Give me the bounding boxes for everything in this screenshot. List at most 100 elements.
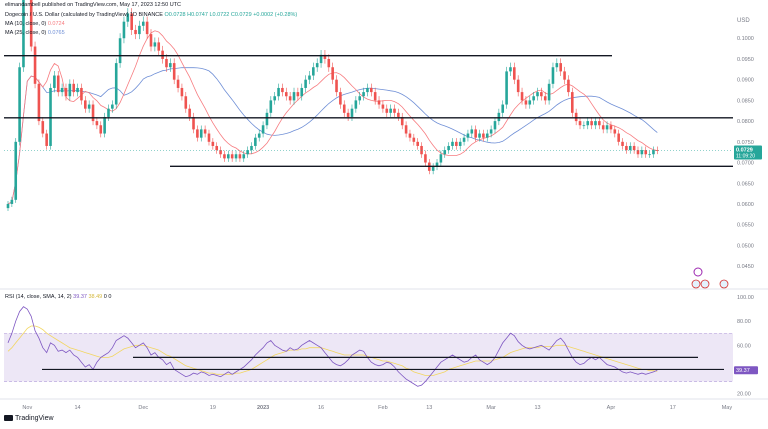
flag-icon-1[interactable] [691,279,701,289]
candle [107,104,110,121]
candle [118,33,122,68]
candle-body [578,121,582,126]
candle-body [80,87,83,101]
candle [567,75,570,97]
candle [234,150,238,162]
candle [509,62,512,76]
rsi-sma-path [7,325,658,376]
candle-body [532,96,535,101]
candle [462,133,466,146]
candle-body [296,92,300,97]
candle [246,146,249,158]
candle [408,129,412,142]
candle [342,100,346,117]
alert-icon[interactable] [693,267,703,277]
candle-body [234,154,238,159]
candle-body [582,125,586,127]
candle [489,125,493,138]
candle-body [169,63,172,68]
candle [505,66,508,109]
candle-body [656,150,659,151]
candle-body [451,141,454,146]
flag-icon-3[interactable] [719,279,729,289]
candle [84,96,87,113]
candle-body [644,150,648,155]
candle [451,138,454,150]
candle-body [373,92,377,101]
candle [265,108,269,130]
candle-body [439,154,443,163]
candle-body [180,87,184,97]
chart-tool-icons[interactable] [691,267,729,289]
candle-body [60,87,64,93]
candle-body [551,67,555,84]
candle-body [435,162,439,167]
candle-body [76,87,79,93]
candle [570,87,574,117]
candle-body [574,112,578,122]
ma25-legend[interactable]: MA (25, close, 0) 0.0765 [5,30,65,37]
price-support-resistance-lines[interactable] [4,54,733,167]
price-tick-label: 0.0600 [737,202,754,208]
rsi-legend[interactable]: RSI (14, close, SMA, 14, 2) 39.37 38.49 … [5,294,111,301]
candle [574,108,578,126]
rsi-label: RSI (14, close, SMA, 14, 2) [5,294,72,300]
ohlc-open: O0.0728 [164,12,186,18]
candle-body [408,133,412,138]
ohlc-high: H0.0747 [187,12,208,18]
price-tick-label: 0.0450 [737,264,754,270]
candle [640,146,644,158]
candle [520,87,524,105]
price-axis[interactable]: USD 0.1000 0.0950 0.0900 0.0850 0.0800 0.0750 0… [737,18,754,270]
candle [18,62,21,146]
candle [532,91,535,105]
candle [76,83,79,97]
candle-body [64,87,68,97]
rsi-horizontal-lines[interactable] [42,356,724,371]
candle [327,54,331,72]
ma10-legend[interactable]: MA (10, close, 0) 0.0724 [5,21,65,28]
candle [192,112,195,134]
candle [269,96,273,117]
candle [578,117,582,130]
flag-icon-2[interactable] [700,279,710,289]
time-axis[interactable]: Nov14Dec19202316Feb13Mar13Apr17May1522 [22,405,768,411]
candle-body [257,133,261,138]
symbol-legend[interactable]: Dogecoin / U.S. Dollar (calculated by Tr… [5,12,297,19]
candle-body [547,83,551,101]
candle [543,91,547,105]
candle-body [246,150,249,155]
candle-body [265,112,269,126]
candle-body [605,125,609,130]
candle-body [308,75,311,80]
candle-body [400,116,404,126]
candle-body [543,96,547,101]
candle [628,142,632,154]
candle [130,8,133,36]
candle [300,83,304,101]
candle-body [14,141,18,200]
candle-body [462,137,466,142]
ma10-value: 0.0724 [47,21,65,27]
candle [296,87,300,101]
candle [609,121,613,134]
candle-body [431,166,435,171]
candle [284,87,288,101]
candle-body [331,67,334,80]
last-price-text: 0.0729 [736,148,753,154]
candle [362,87,365,101]
candle-body [335,79,338,93]
candle [397,108,400,121]
candle [56,71,60,97]
price-tick-label: 0.0850 [737,98,754,104]
candle-body [570,92,574,113]
candle [625,142,628,154]
symbol-text: Dogecoin / U.S. Dollar (calculated by Tr… [5,12,163,18]
price-tick-label: 0.0900 [737,78,754,84]
price-tick-label: 0.0700 [737,161,754,167]
candle-body [284,92,288,97]
candle [339,87,342,109]
candle-body [203,129,207,134]
candle-body [628,145,632,151]
